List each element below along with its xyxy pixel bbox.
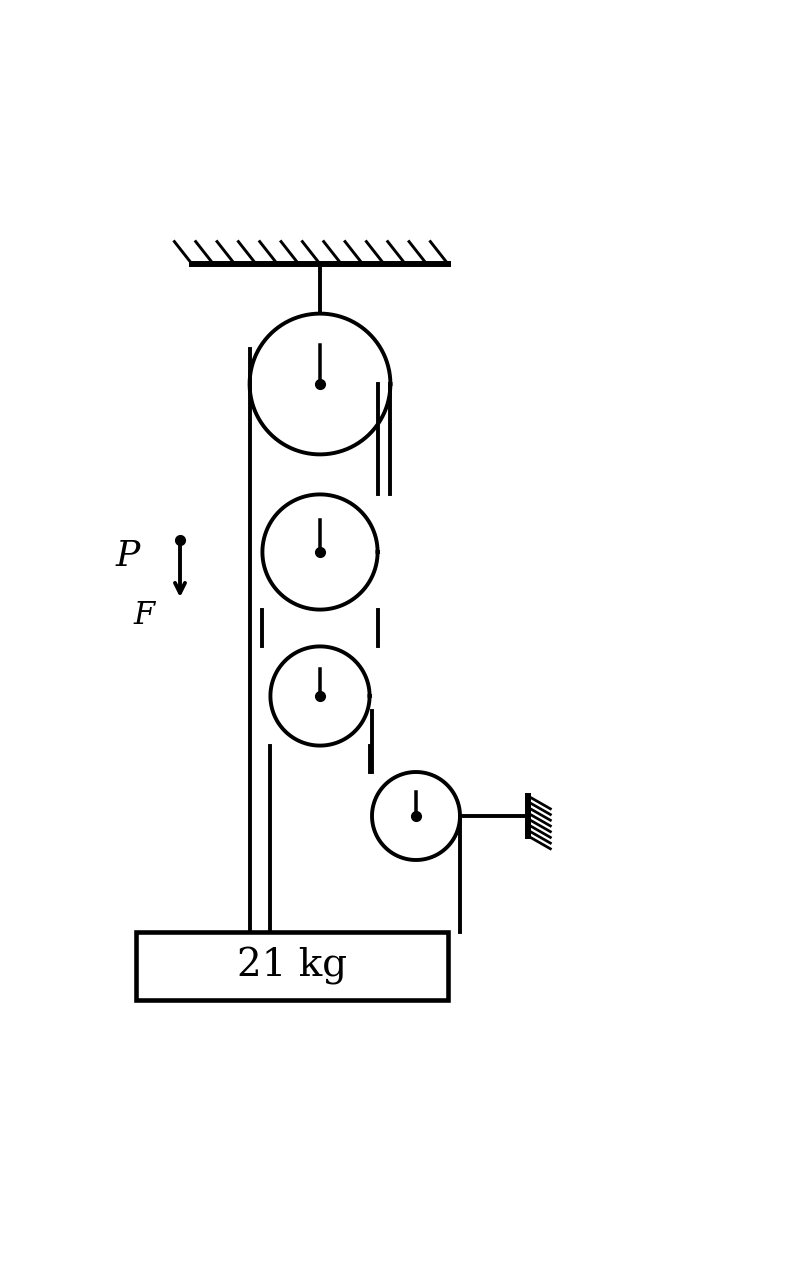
Text: 21 kg: 21 kg (237, 946, 347, 985)
Bar (136, 932, 448, 1000)
Text: F: F (134, 600, 154, 631)
Text: P: P (116, 539, 140, 572)
